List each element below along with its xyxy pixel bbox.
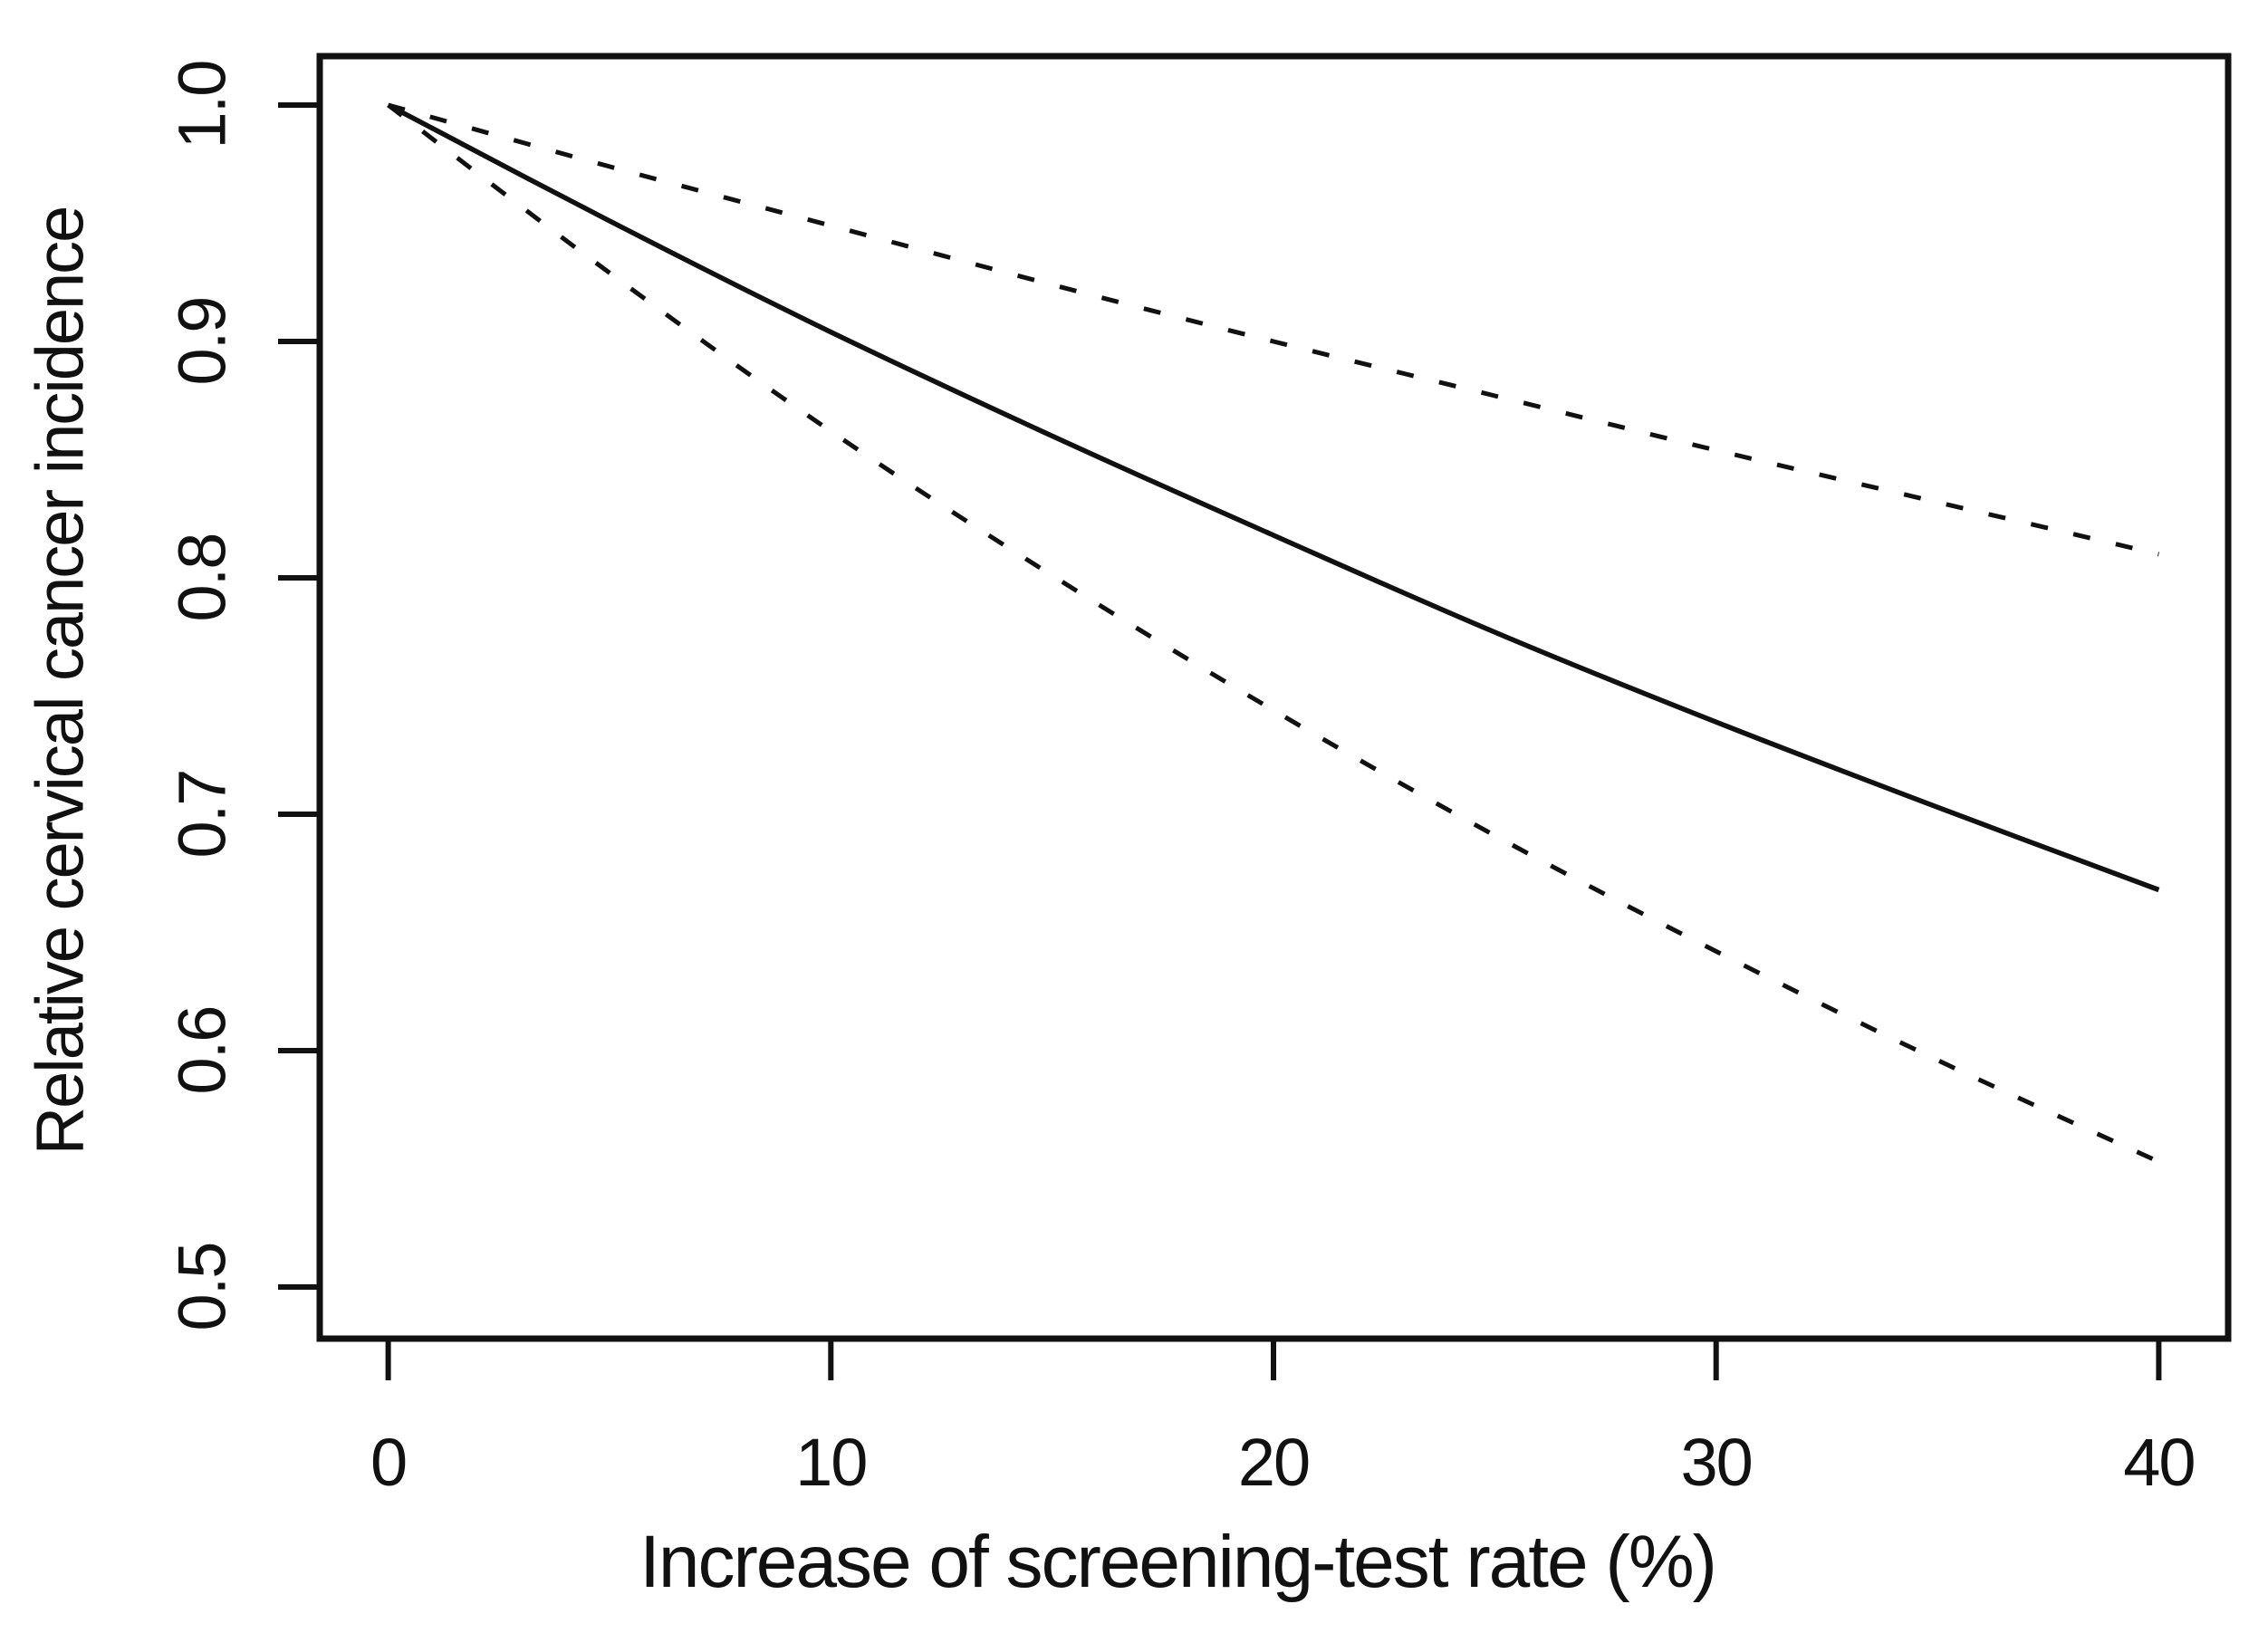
y-axis-ticks: 1.0 0.9 0.8 0.7 0.6 0.5 [165, 62, 320, 1331]
y-tick-label: 0.7 [165, 771, 240, 859]
y-axis-title: Relative cervical cancer incidence [23, 207, 98, 1156]
lower-ci-line [387, 103, 2160, 1164]
x-axis-title: Increase of screening-test rate (%) [639, 1521, 1715, 1603]
y-tick-label: 0.5 [165, 1244, 240, 1331]
x-tick-label: 30 [1681, 1425, 1752, 1500]
estimate-line [387, 102, 2160, 893]
x-tick-label: 40 [2123, 1425, 2194, 1500]
y-tick-label: 0.9 [165, 298, 240, 386]
curve-lines [387, 102, 2160, 1164]
y-tick-label: 0.8 [165, 534, 240, 622]
x-axis-ticks: 0 10 20 30 40 [370, 1339, 2196, 1500]
x-tick-label: 20 [1238, 1425, 1309, 1500]
x-tick-label: 0 [370, 1425, 406, 1500]
x-tick-label: 10 [795, 1425, 866, 1500]
y-tick-label: 0.6 [165, 1007, 240, 1095]
upper-ci-line [387, 102, 2159, 557]
y-tick-label: 1.0 [165, 62, 240, 149]
